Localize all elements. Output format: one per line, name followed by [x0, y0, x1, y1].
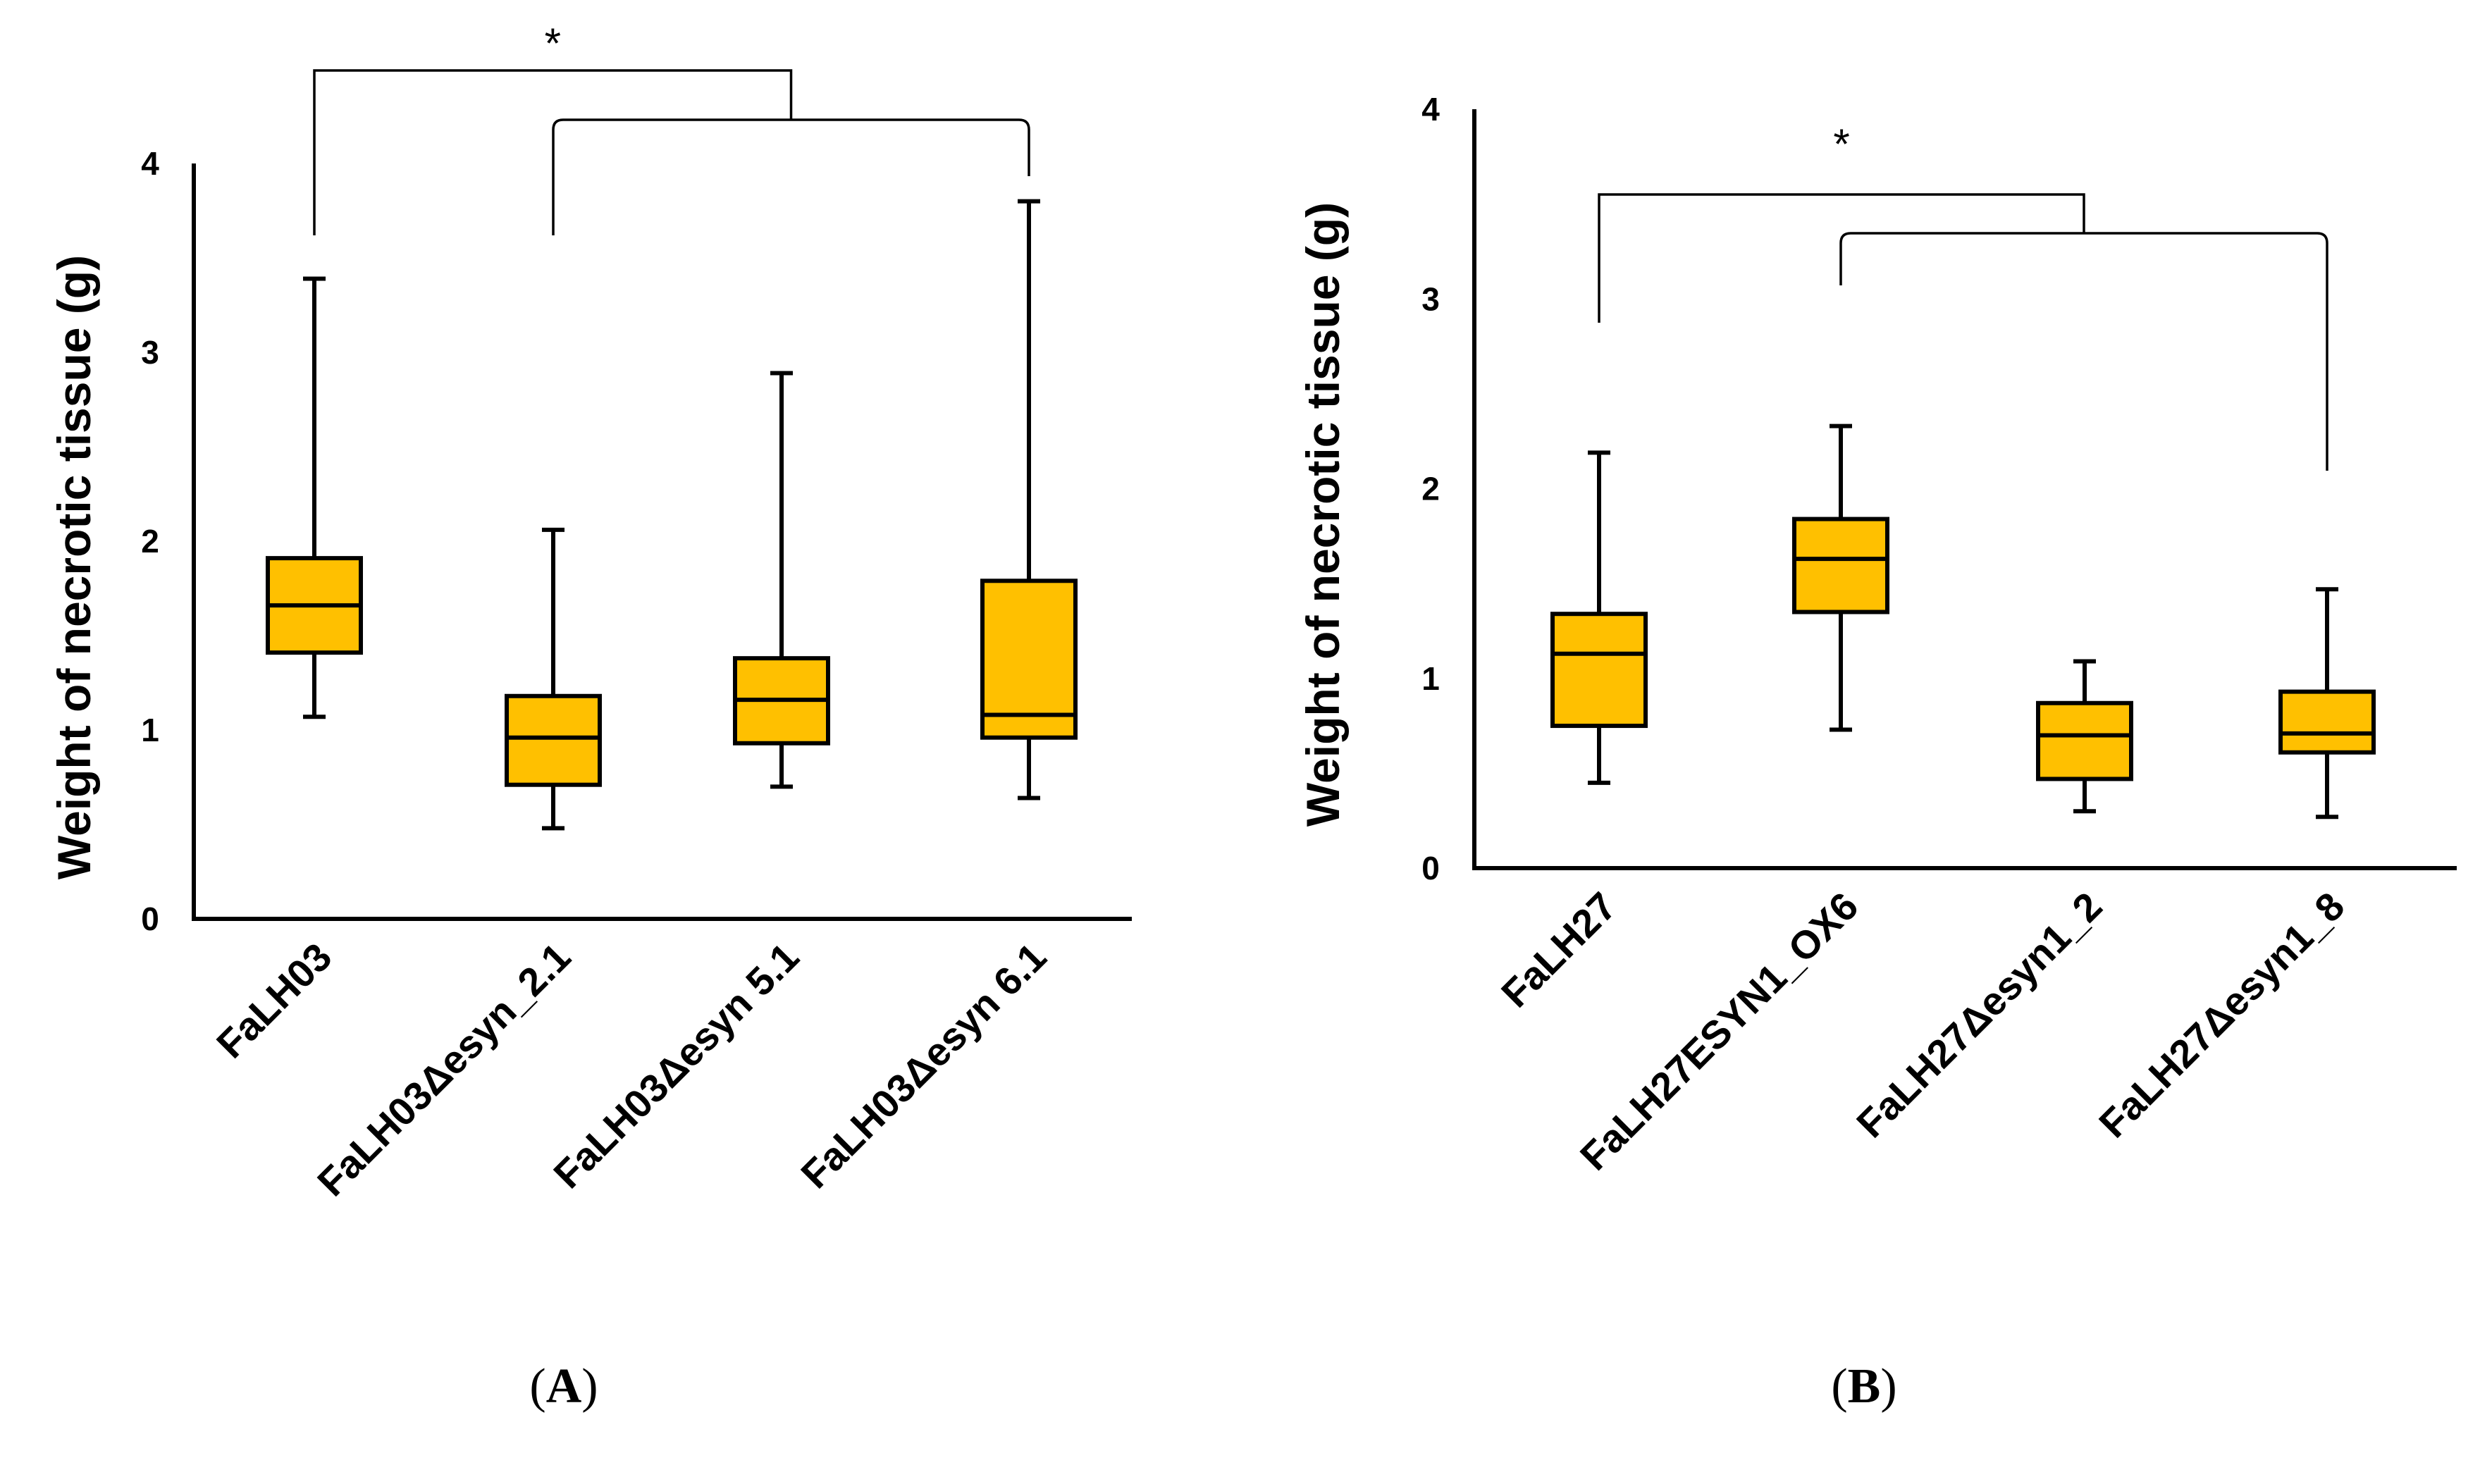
box-0 — [1550, 450, 1648, 785]
category-label: FaLH27 — [1493, 884, 1625, 1016]
y-tick-label: 4 — [141, 145, 159, 182]
y-tick-label: 3 — [141, 334, 159, 371]
box-0 — [266, 276, 363, 719]
panel-b-boxes — [1550, 423, 2376, 820]
panel-a-label: (A) — [529, 1359, 598, 1414]
panel-b-label: (B) — [1831, 1359, 1896, 1414]
panel-b-y-ticks: 0 1 2 3 4 — [1421, 91, 1440, 886]
y-tick-label: 1 — [141, 712, 159, 748]
y-tick-label: 0 — [1421, 850, 1440, 886]
bracket-lower — [1839, 232, 2328, 471]
significance-star: * — [545, 20, 561, 67]
iqr-box — [2036, 700, 2133, 781]
y-tick-label: 4 — [1421, 91, 1440, 128]
y-tick-label: 0 — [141, 901, 159, 937]
y-tick-label: 2 — [1421, 471, 1440, 507]
iqr-box — [2278, 689, 2376, 755]
panel-b: Weight of necrotic tissue (g) 0 1 2 3 4 * Fa… — [1297, 91, 2457, 1414]
box-2 — [2036, 659, 2133, 814]
iqr-box — [980, 579, 1078, 740]
panel-a-ylabel: Weight of necrotic tissue (g) — [48, 255, 100, 879]
iqr-box — [1792, 517, 1889, 614]
box-1 — [505, 527, 602, 831]
y-tick-label: 3 — [1421, 280, 1440, 317]
category-label: FaLH03 — [208, 934, 340, 1067]
category-label: FaLH27Δesyn1_8 — [2090, 884, 2352, 1146]
category-label: FaLH03Δesyn 5.1 — [545, 934, 807, 1197]
panel-a-y-ticks: 0 1 2 3 4 — [141, 145, 159, 937]
panel-a: Weight of necrotic tissue (g) 0 1 2 3 4 * Fa… — [48, 20, 1132, 1414]
panel-b-significance-bracket: * — [1598, 120, 2328, 471]
bracket-upper — [1598, 193, 2085, 323]
category-label: FaLH27ESYN1_OX6 — [1572, 884, 1867, 1179]
panel-b-ylabel: Weight of necrotic tissue (g) — [1297, 202, 1349, 827]
iqr-box — [1550, 612, 1648, 729]
iqr-box — [505, 693, 602, 787]
y-tick-label: 1 — [1421, 660, 1440, 697]
box-1 — [1792, 423, 1889, 732]
bracket-upper — [313, 69, 793, 235]
panel-b-category-labels: FaLH27FaLH27ESYN1_OX6FaLH27Δesyn1_2FaLH2… — [1493, 884, 2353, 1179]
significance-star: * — [1833, 120, 1849, 168]
y-tick-label: 2 — [141, 523, 159, 559]
category-label: FaLH03Δesyn 6.1 — [792, 934, 1054, 1197]
box-3 — [980, 199, 1078, 800]
box-3 — [2278, 587, 2376, 820]
panel-a-significance-bracket: * — [313, 20, 1030, 235]
box-2 — [733, 371, 830, 789]
category-label: FaLH27Δesyn1_2 — [1848, 884, 2110, 1146]
category-label: FaLH03Δesyn_2.1 — [309, 934, 579, 1204]
bracket-lower — [552, 118, 1030, 235]
panel-a-boxes — [266, 199, 1078, 831]
